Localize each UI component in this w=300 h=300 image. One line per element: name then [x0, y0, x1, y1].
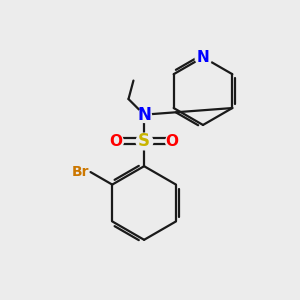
Text: O: O: [110, 134, 123, 149]
Text: N: N: [196, 50, 209, 65]
Text: Br: Br: [72, 165, 89, 179]
Text: O: O: [166, 134, 178, 149]
Text: S: S: [138, 132, 150, 150]
Text: N: N: [137, 106, 151, 124]
